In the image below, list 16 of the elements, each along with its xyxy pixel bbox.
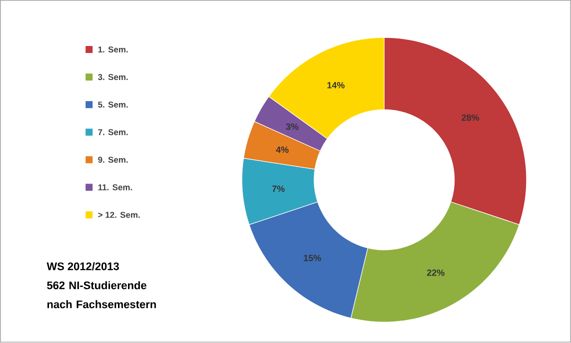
legend-label: 1. Sem. (98, 46, 128, 53)
text: 562 NI-Studierende nach Fachsemestern (47, 281, 156, 308)
legend-label: 7. Sem. (98, 129, 128, 136)
legend-label: > 12. Sem. (98, 212, 140, 218)
legend-label: 11. Sem. (98, 184, 132, 191)
data-label: 3% (286, 124, 298, 130)
legend-label: 9. Sem. (98, 156, 128, 163)
legend-label: 5. Sem. (98, 102, 128, 108)
data-label: 22% (427, 270, 445, 276)
data-label: 4% (276, 146, 289, 154)
data-label: 14% (327, 82, 345, 89)
text: WS 2012/2013 (46, 262, 119, 271)
data-label: 7% (272, 186, 285, 192)
legend-label: 3. Sem. (98, 74, 128, 80)
data-label: 28% (462, 114, 480, 122)
data-label: 15% (304, 255, 322, 262)
